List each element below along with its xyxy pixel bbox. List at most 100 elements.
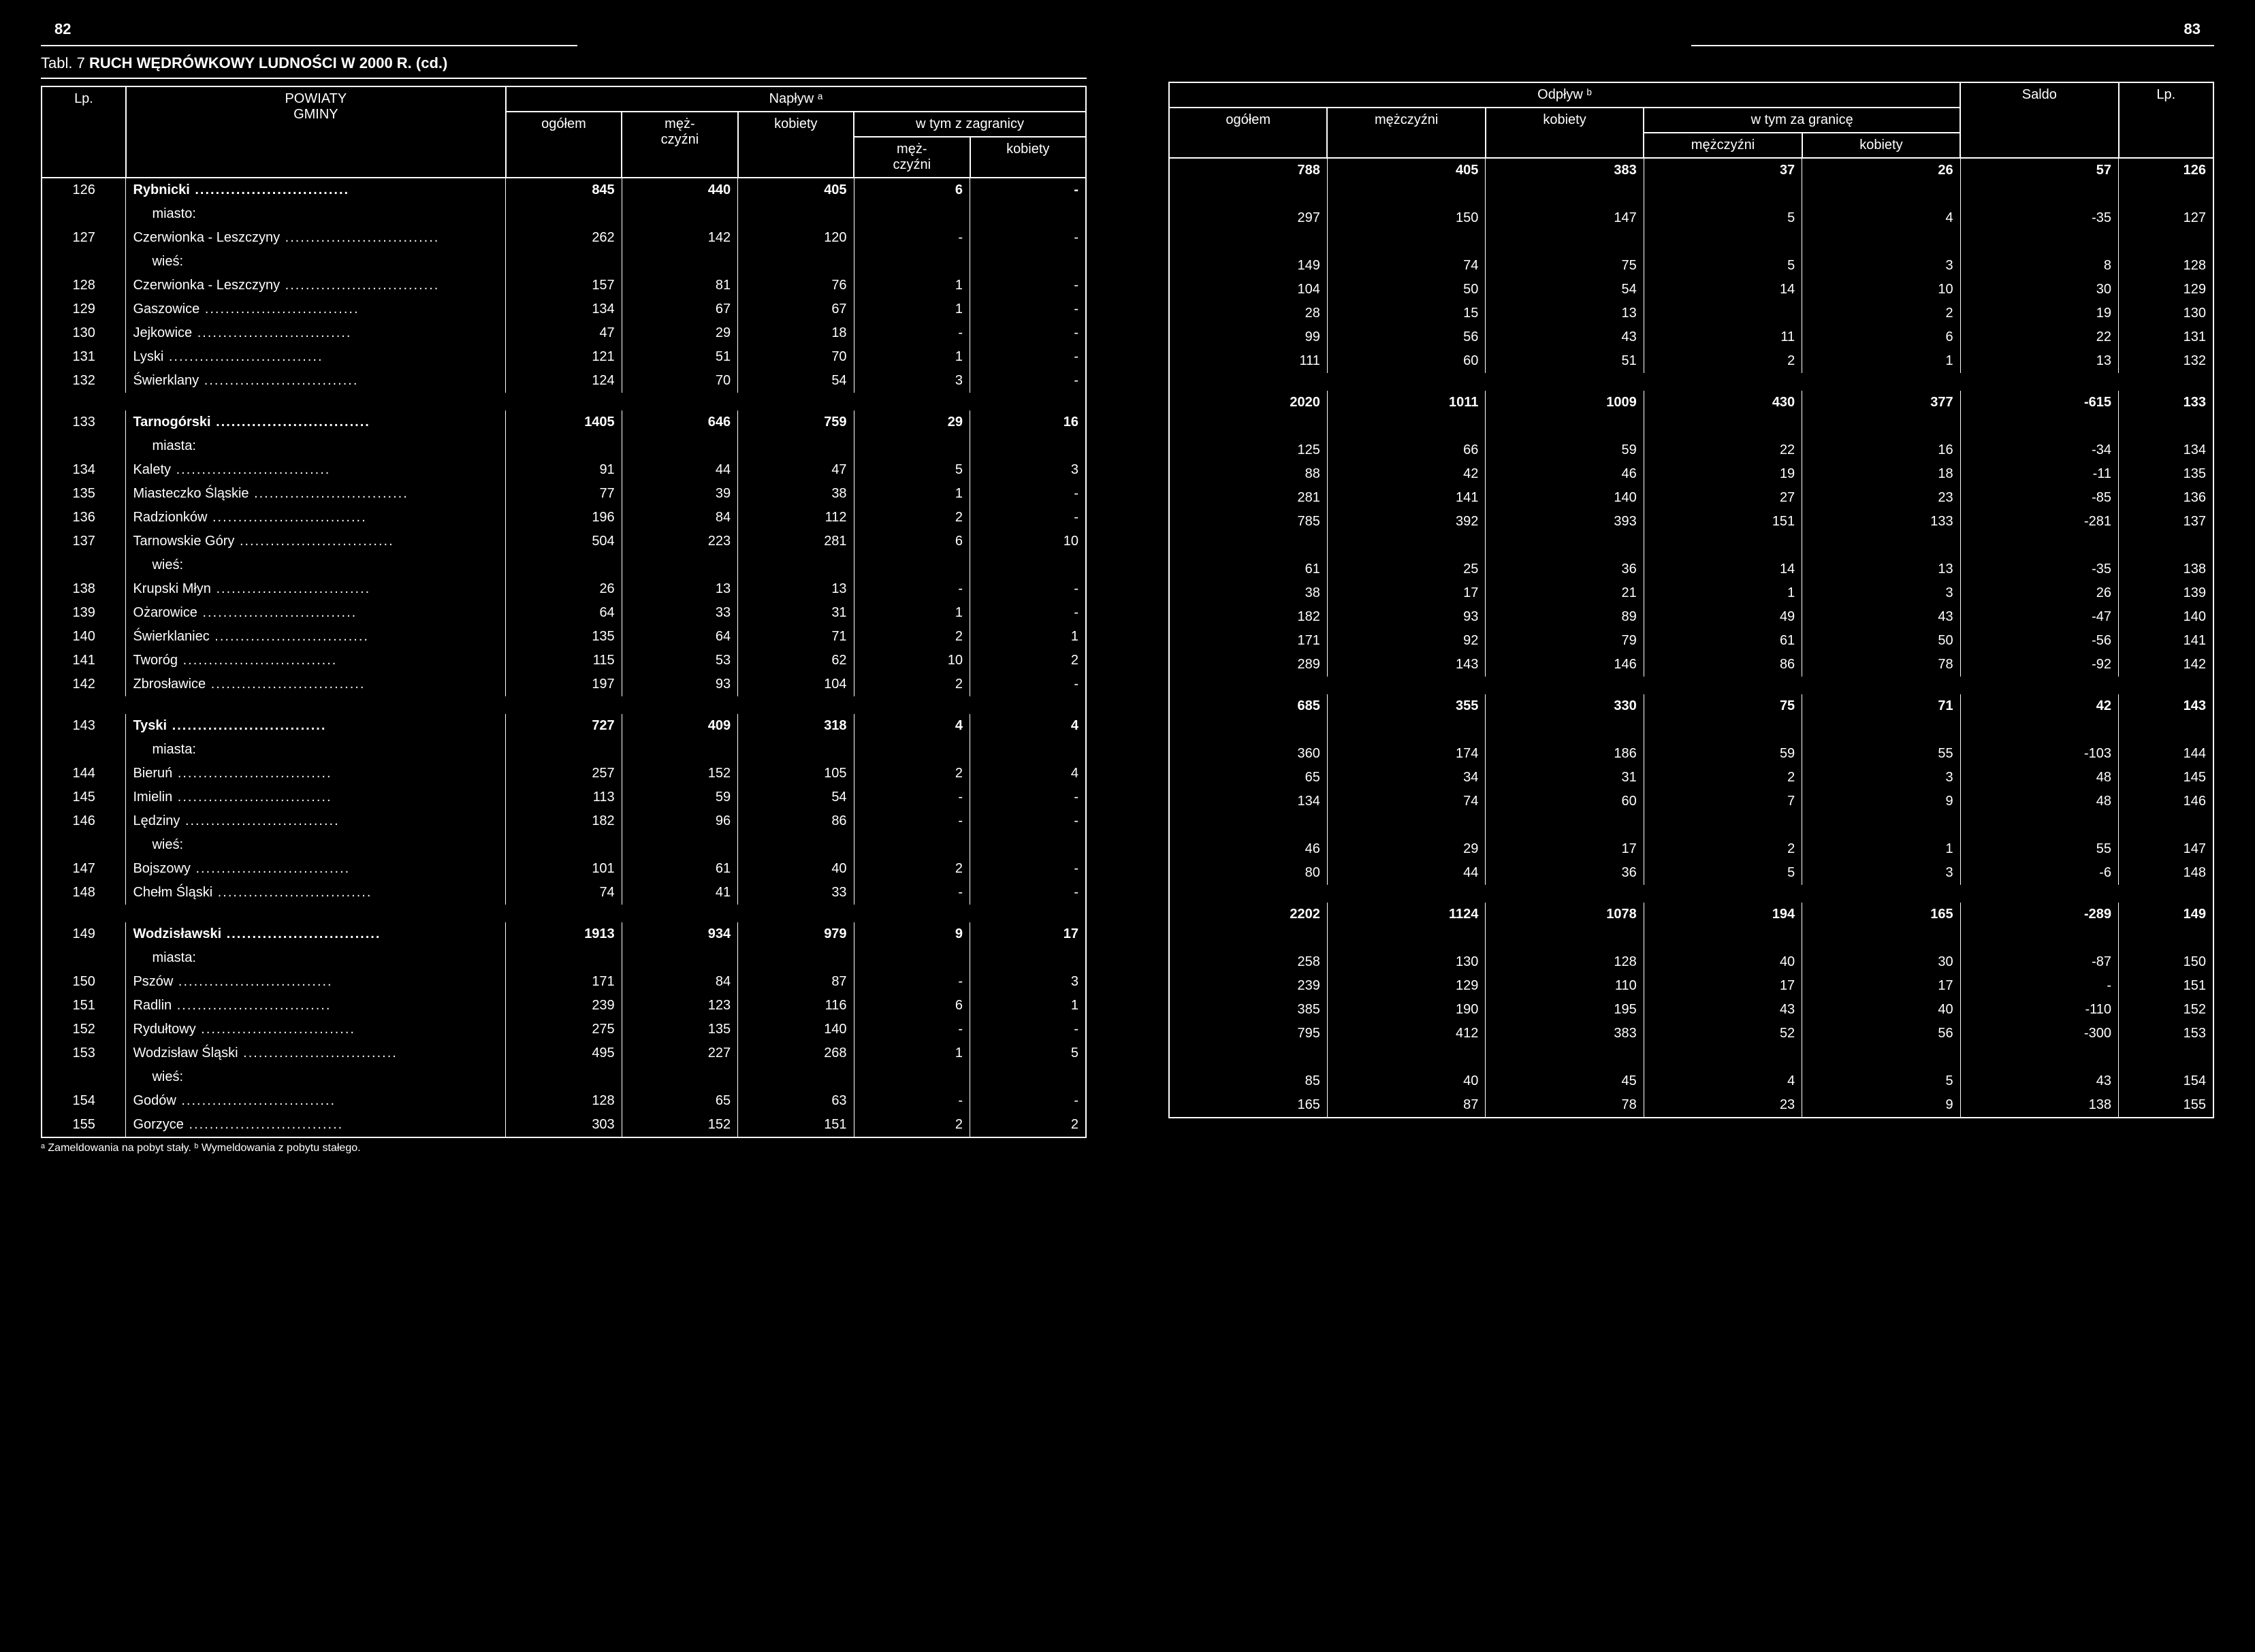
table-cell: 1 [854,345,970,369]
table-cell: 141 [1327,486,1485,510]
cell-lp: 155 [42,1113,126,1137]
table-cell: - [970,577,1087,601]
table-cell: 182 [506,809,622,833]
table-cell: 685 [1169,694,1327,718]
table-cell: 48 [1960,790,2118,813]
table-row: 126Rybnicki8454404056- [42,178,1086,202]
table-cell: 61 [1644,629,1802,653]
table-cell: 36 [1486,557,1644,581]
table-cell: 151 [738,1113,854,1137]
table-cell: 140 [738,1018,854,1041]
table-row: 202010111009430377-615133 [1169,391,2213,415]
cell-lp: 128 [42,274,126,297]
table-cell [1802,926,1960,950]
table-cell: 14 [1644,278,1802,302]
table-cell: 42 [1327,462,1485,486]
table-cell: 89 [1486,605,1644,629]
cell-name: Czerwionka - Leszczyny [126,274,506,297]
table-cell: 3 [1802,766,1960,790]
table-row: 131Lyski12151701- [42,345,1086,369]
table-row: 11160512113132 [1169,349,2213,373]
table-cell: - [970,274,1087,297]
table-cell: 171 [1169,629,1327,653]
cell-lp: 140 [2119,605,2213,629]
table-cell: 1009 [1486,391,1644,415]
table-cell: 84 [622,970,737,994]
table-cell: 9 [1802,1093,1960,1118]
table-cell: 55 [1802,742,1960,766]
table-cell: 23 [1802,486,1960,510]
cell-lp: 152 [2119,998,2213,1022]
table-cell: 70 [622,369,737,393]
page-spread: 82 Tabl. 7 RUCH WĘDRÓWKOWY LUDNOŚCI W 20… [0,0,2255,1175]
table-cell: 15 [1327,302,1485,325]
table-cell: 23 [1644,1093,1802,1118]
cell-name: Pszów [126,970,506,994]
table-cell: 62 [738,649,854,673]
table-cell: 96 [622,809,737,833]
table-cell [1169,415,1327,438]
table-cell: 30 [1960,278,2118,302]
table-cell [854,553,970,577]
table-cell: 41 [622,881,737,905]
table-cell: 1 [1802,837,1960,861]
table-cell: 146 [1486,653,1644,677]
table-cell: 383 [1486,158,1644,182]
table-cell: 31 [1486,766,1644,790]
table-cell [970,738,1087,762]
table-cell: 13 [1960,349,2118,373]
table-cell: 19 [1644,462,1802,486]
table-cell: 140 [1486,486,1644,510]
table-cell: 3 [1802,581,1960,605]
table-cell: 150 [1327,206,1485,230]
table-row [1169,415,2213,438]
table-cell: 39 [622,482,737,506]
table-cell: 17 [1327,581,1485,605]
table-cell: 10 [970,530,1087,553]
table-cell: - [970,1089,1087,1113]
table-cell: 44 [1327,861,1485,885]
table-row: miasta: [42,738,1086,762]
table-cell [1486,534,1644,557]
table-cell: 6 [854,994,970,1018]
cell-lp: 131 [2119,325,2213,349]
table-cell: 26 [506,577,622,601]
table-cell: 18 [738,321,854,345]
table-cell: 19 [1960,302,2118,325]
cell-name: Ożarowice [126,601,506,625]
table-row: 134Kalety91444753 [42,458,1086,482]
table-cell [1644,534,1802,557]
hdr-powiaty: POWIATY GMINY [126,86,506,178]
table-cell: 11 [1644,325,1802,349]
table-row [1169,534,2213,557]
table-cell: 29 [854,410,970,434]
table-cell: 33 [622,601,737,625]
table-cell: 44 [622,458,737,482]
table-cell: 2 [1644,766,1802,790]
table-row: 29715014754-35127 [1169,206,2213,230]
table-cell: 152 [622,762,737,785]
table-row: 139Ożarowice6433311- [42,601,1086,625]
table-cell [1960,1046,2118,1069]
table-cell: 1 [970,625,1087,649]
table-cell: 74 [506,881,622,905]
cell-lp: 143 [42,714,126,738]
table-row: 281513219130 [1169,302,2213,325]
cell-name: Jejkowice [126,321,506,345]
cell-name: Krupski Młyn [126,577,506,601]
table-cell [1169,230,1327,254]
cell-lp: 154 [42,1089,126,1113]
table-cell: 43 [1486,325,1644,349]
cell-name: Godów [126,1089,506,1113]
table-cell: 85 [1169,1069,1327,1093]
table-cell: - [970,369,1087,393]
cell-lp: 147 [2119,837,2213,861]
cell-name: Radlin [126,994,506,1018]
table-cell: 113 [506,785,622,809]
table-cell: 495 [506,1041,622,1065]
table-cell: 392 [1327,510,1485,534]
table-cell [970,553,1087,577]
table-cell: 13 [1486,302,1644,325]
table-cell: 110 [1486,974,1644,998]
table-row: 152Rydułtowy275135140-- [42,1018,1086,1041]
